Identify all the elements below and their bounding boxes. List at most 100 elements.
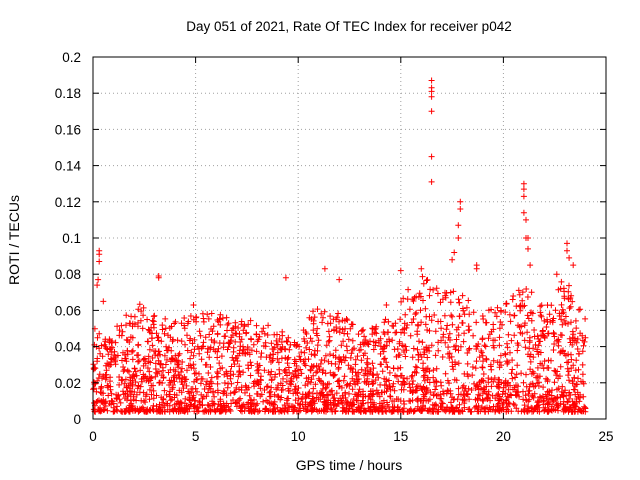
data-point-marker (121, 351, 128, 358)
data-point-marker (161, 352, 168, 359)
data-point-marker (490, 342, 497, 349)
data-point-marker (198, 391, 205, 398)
data-point-marker (105, 392, 112, 399)
data-point-marker (91, 381, 98, 387)
data-point-marker (214, 331, 221, 338)
data-point-marker (130, 393, 137, 400)
data-point-marker (271, 374, 278, 380)
data-point-marker (441, 312, 448, 319)
data-point-marker (332, 361, 339, 367)
data-point-marker (499, 401, 506, 408)
data-point-marker (474, 395, 481, 402)
data-point-marker (369, 360, 376, 367)
data-point-marker (400, 378, 407, 385)
data-point-marker (508, 392, 515, 399)
data-point-marker (565, 368, 572, 375)
data-point-marker (166, 393, 173, 400)
data-point-marker (116, 374, 123, 380)
data-point-marker (340, 338, 347, 345)
data-point-marker (297, 356, 304, 363)
data-point-marker (544, 378, 551, 385)
data-point-marker (422, 369, 429, 375)
data-point-marker (320, 367, 327, 374)
data-point-marker (224, 321, 231, 328)
data-point-marker (433, 285, 440, 292)
data-point-marker (392, 320, 399, 327)
data-point-marker (164, 356, 170, 363)
data-point-marker (566, 282, 572, 289)
data-point-marker (537, 303, 544, 310)
data-point-marker (328, 387, 335, 394)
data-point-marker (349, 346, 356, 353)
data-point-marker (578, 378, 584, 385)
data-point-marker (263, 383, 270, 390)
data-point-marker (558, 278, 565, 285)
data-point-marker (504, 344, 511, 351)
data-point-marker (141, 355, 148, 362)
data-point-marker (505, 399, 512, 406)
data-point-marker (310, 372, 317, 379)
data-point-marker (178, 338, 185, 345)
data-point-marker (517, 303, 524, 310)
data-point-marker (479, 352, 486, 359)
data-point-marker (139, 325, 146, 332)
data-point-marker (190, 316, 197, 323)
data-point-marker (283, 338, 290, 345)
data-point-marker (496, 384, 503, 391)
data-point-marker (157, 379, 163, 386)
data-point-marker (367, 338, 373, 345)
data-point-marker (432, 352, 439, 359)
data-point-marker (448, 399, 454, 406)
data-point-marker (498, 407, 505, 414)
data-point-marker (324, 406, 331, 413)
data-point-marker (562, 403, 569, 410)
data-point-marker (373, 330, 380, 337)
data-point-marker (258, 377, 264, 384)
data-point-marker (481, 384, 487, 391)
data-point-marker (391, 387, 398, 394)
data-point-marker (262, 339, 269, 346)
data-point-marker (445, 344, 452, 351)
data-point-marker (155, 357, 162, 364)
data-point-marker (379, 346, 386, 353)
data-point-marker (223, 314, 230, 321)
data-point-marker (575, 366, 582, 373)
data-point-marker (573, 357, 580, 364)
data-point-marker (383, 359, 390, 366)
data-point-marker (445, 334, 452, 341)
data-point-marker (284, 360, 291, 367)
y-tick-label: 0.12 (55, 195, 81, 210)
data-point-marker (124, 367, 131, 374)
data-point-marker (478, 348, 485, 354)
data-point-marker (326, 380, 332, 387)
data-point-marker (320, 314, 326, 321)
data-point-marker (292, 397, 299, 404)
data-point-marker (416, 290, 423, 297)
data-point-marker (550, 397, 557, 404)
data-point-marker (97, 350, 104, 357)
data-point-marker (435, 318, 442, 325)
data-point-marker (306, 346, 313, 353)
data-point-marker (423, 277, 430, 284)
data-point-marker (321, 357, 328, 364)
data-point-marker (480, 358, 486, 365)
data-point-marker (314, 342, 321, 349)
data-point-marker (393, 329, 400, 336)
data-point-marker (364, 361, 371, 368)
data-point-marker (171, 405, 178, 412)
data-point-marker (520, 379, 527, 386)
data-point-marker (261, 367, 268, 374)
data-point-marker (483, 319, 490, 326)
data-point-marker (198, 345, 205, 352)
data-point-marker (324, 320, 331, 327)
data-point-marker (418, 319, 425, 326)
data-point-marker (479, 335, 486, 342)
data-point-marker (528, 289, 535, 296)
data-point-marker (238, 318, 245, 325)
data-point-marker (333, 390, 340, 397)
data-point-marker (544, 330, 551, 337)
data-point-marker (441, 407, 448, 414)
data-point-marker (519, 289, 526, 296)
data-point-marker (440, 334, 447, 340)
data-point-marker (335, 310, 342, 317)
